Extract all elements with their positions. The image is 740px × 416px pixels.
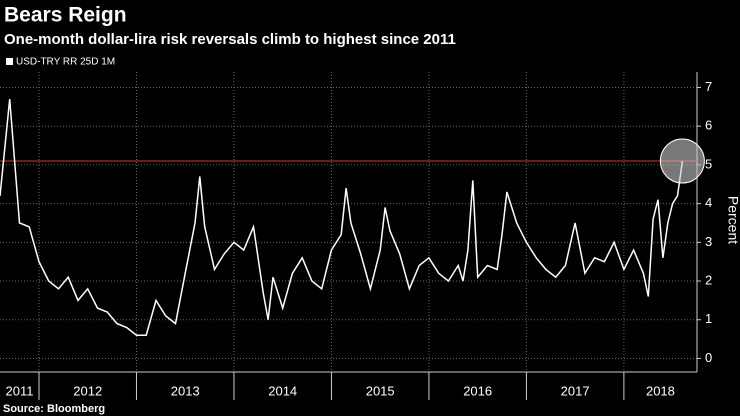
x-tick-label: 2016 — [463, 383, 492, 398]
x-tick-label: 2012 — [73, 383, 102, 398]
y-tick-label: 2 — [705, 272, 712, 287]
data-line — [0, 99, 684, 336]
source: Source: Bloomberg — [3, 403, 105, 415]
y-tick-label: 4 — [705, 195, 712, 210]
y-tick-label: 1 — [705, 311, 712, 326]
y-tick-label: 5 — [705, 156, 712, 171]
y-tick-label: 6 — [705, 118, 712, 133]
x-tick-label: 2014 — [268, 383, 297, 398]
y-tick-label: 7 — [705, 79, 712, 94]
chart-subtitle: One-month dollar-lira risk reversals cli… — [4, 31, 456, 48]
highlight-circle — [659, 138, 705, 184]
chart-title: Bears Reign — [4, 4, 127, 27]
x-tick-label: 2015 — [366, 383, 395, 398]
y-tick-label: 0 — [705, 350, 712, 365]
legend-label: USD-TRY RR 25D 1M — [16, 57, 115, 68]
legend-swatch — [6, 58, 13, 65]
x-tick-label: 2018 — [646, 383, 675, 398]
x-tick-label: 2013 — [171, 383, 200, 398]
y-tick-label: 3 — [705, 234, 712, 249]
x-tick-label: 2017 — [561, 383, 590, 398]
x-tick-label: 2011 — [6, 383, 34, 398]
y-axis-label: Percent — [725, 196, 740, 244]
